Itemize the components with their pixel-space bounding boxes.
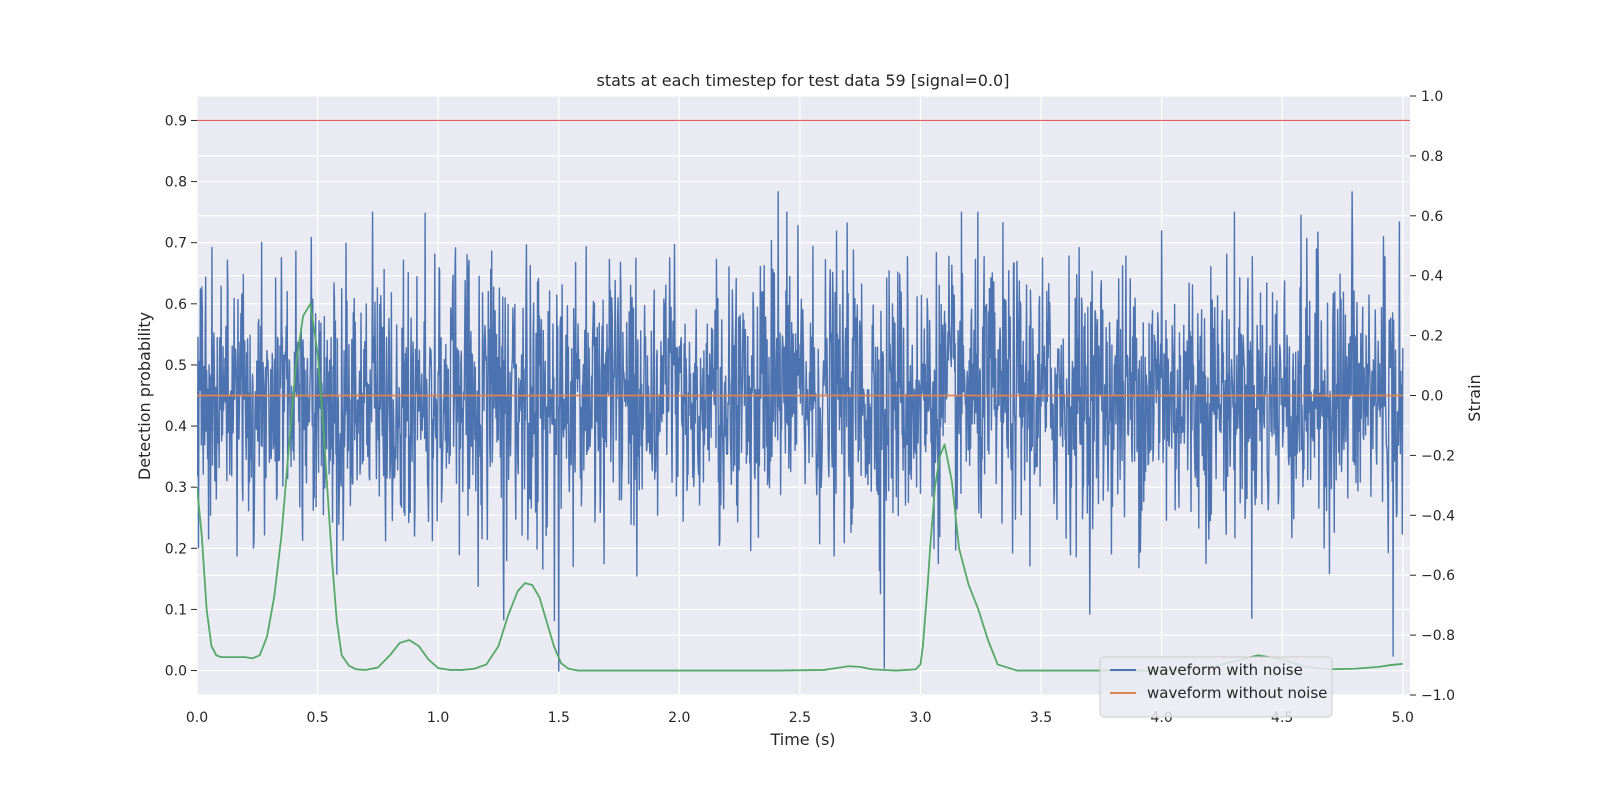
- y2-tick-label: 0.6: [1421, 209, 1443, 225]
- x-tick-label: 3.5: [1030, 710, 1052, 726]
- chart-title: stats at each timestep for test data 59 …: [597, 71, 1010, 90]
- x-tick-label: 0.0: [186, 710, 208, 726]
- y2-tick-label: −0.8: [1421, 628, 1455, 644]
- y-tick-label: 0.6: [165, 297, 187, 313]
- y2-tick-label: −0.4: [1421, 508, 1455, 524]
- y-tick-label: 0.1: [165, 602, 187, 618]
- legend-box: [1099, 656, 1333, 718]
- series-waveform-with-noise: [197, 191, 1404, 672]
- y2-tick-label: −0.6: [1421, 568, 1455, 584]
- x-tick-label: 2.5: [789, 710, 811, 726]
- y-tick-label: 0.0: [165, 664, 187, 680]
- series-detection-probability: [197, 302, 1403, 672]
- y2-tick-label: 0.2: [1421, 329, 1443, 345]
- x-axis-title: Time (s): [769, 730, 835, 749]
- y-tick-label: 0.2: [165, 541, 187, 557]
- legend: waveform with noise waveform without nois…: [1099, 656, 1333, 718]
- y-tick-label: 0.5: [165, 358, 187, 374]
- plot-area: [197, 119, 1410, 672]
- legend-label: waveform with noise: [1147, 661, 1303, 679]
- y2-tick-label: −0.2: [1421, 448, 1455, 464]
- y2-tick-label: 1.0: [1421, 89, 1443, 105]
- y2-tick-label: −1.0: [1421, 688, 1455, 704]
- x-tick-label: 1.0: [427, 710, 449, 726]
- y-tick-label: 0.7: [165, 236, 187, 252]
- y-tick-label: 0.8: [165, 175, 187, 191]
- y2-axis-title: Strain: [1465, 374, 1484, 421]
- axes: 0.0 0.5 1.0 1.5 2.0 2.5 3.0 3.5 4.0 4.5 5.00.00.10…: [165, 89, 1455, 726]
- x-tick-label: 2.0: [668, 710, 690, 726]
- x-tick-label: 0.5: [306, 710, 328, 726]
- y2-tick-label: 0.8: [1421, 149, 1443, 165]
- x-tick-label: 1.5: [548, 710, 570, 726]
- y2-tick-label: 0.4: [1421, 269, 1443, 285]
- y2-tick-label: 0.0: [1421, 389, 1443, 405]
- y-tick-label: 0.4: [165, 419, 187, 435]
- y-tick-label: 0.3: [165, 480, 187, 496]
- y-axis-title: Detection probability: [135, 312, 154, 480]
- x-tick-label: 5.0: [1392, 710, 1414, 726]
- x-tick-label: 3.0: [909, 710, 931, 726]
- legend-label: waveform without noise: [1147, 684, 1327, 702]
- y-tick-label: 0.9: [165, 113, 187, 129]
